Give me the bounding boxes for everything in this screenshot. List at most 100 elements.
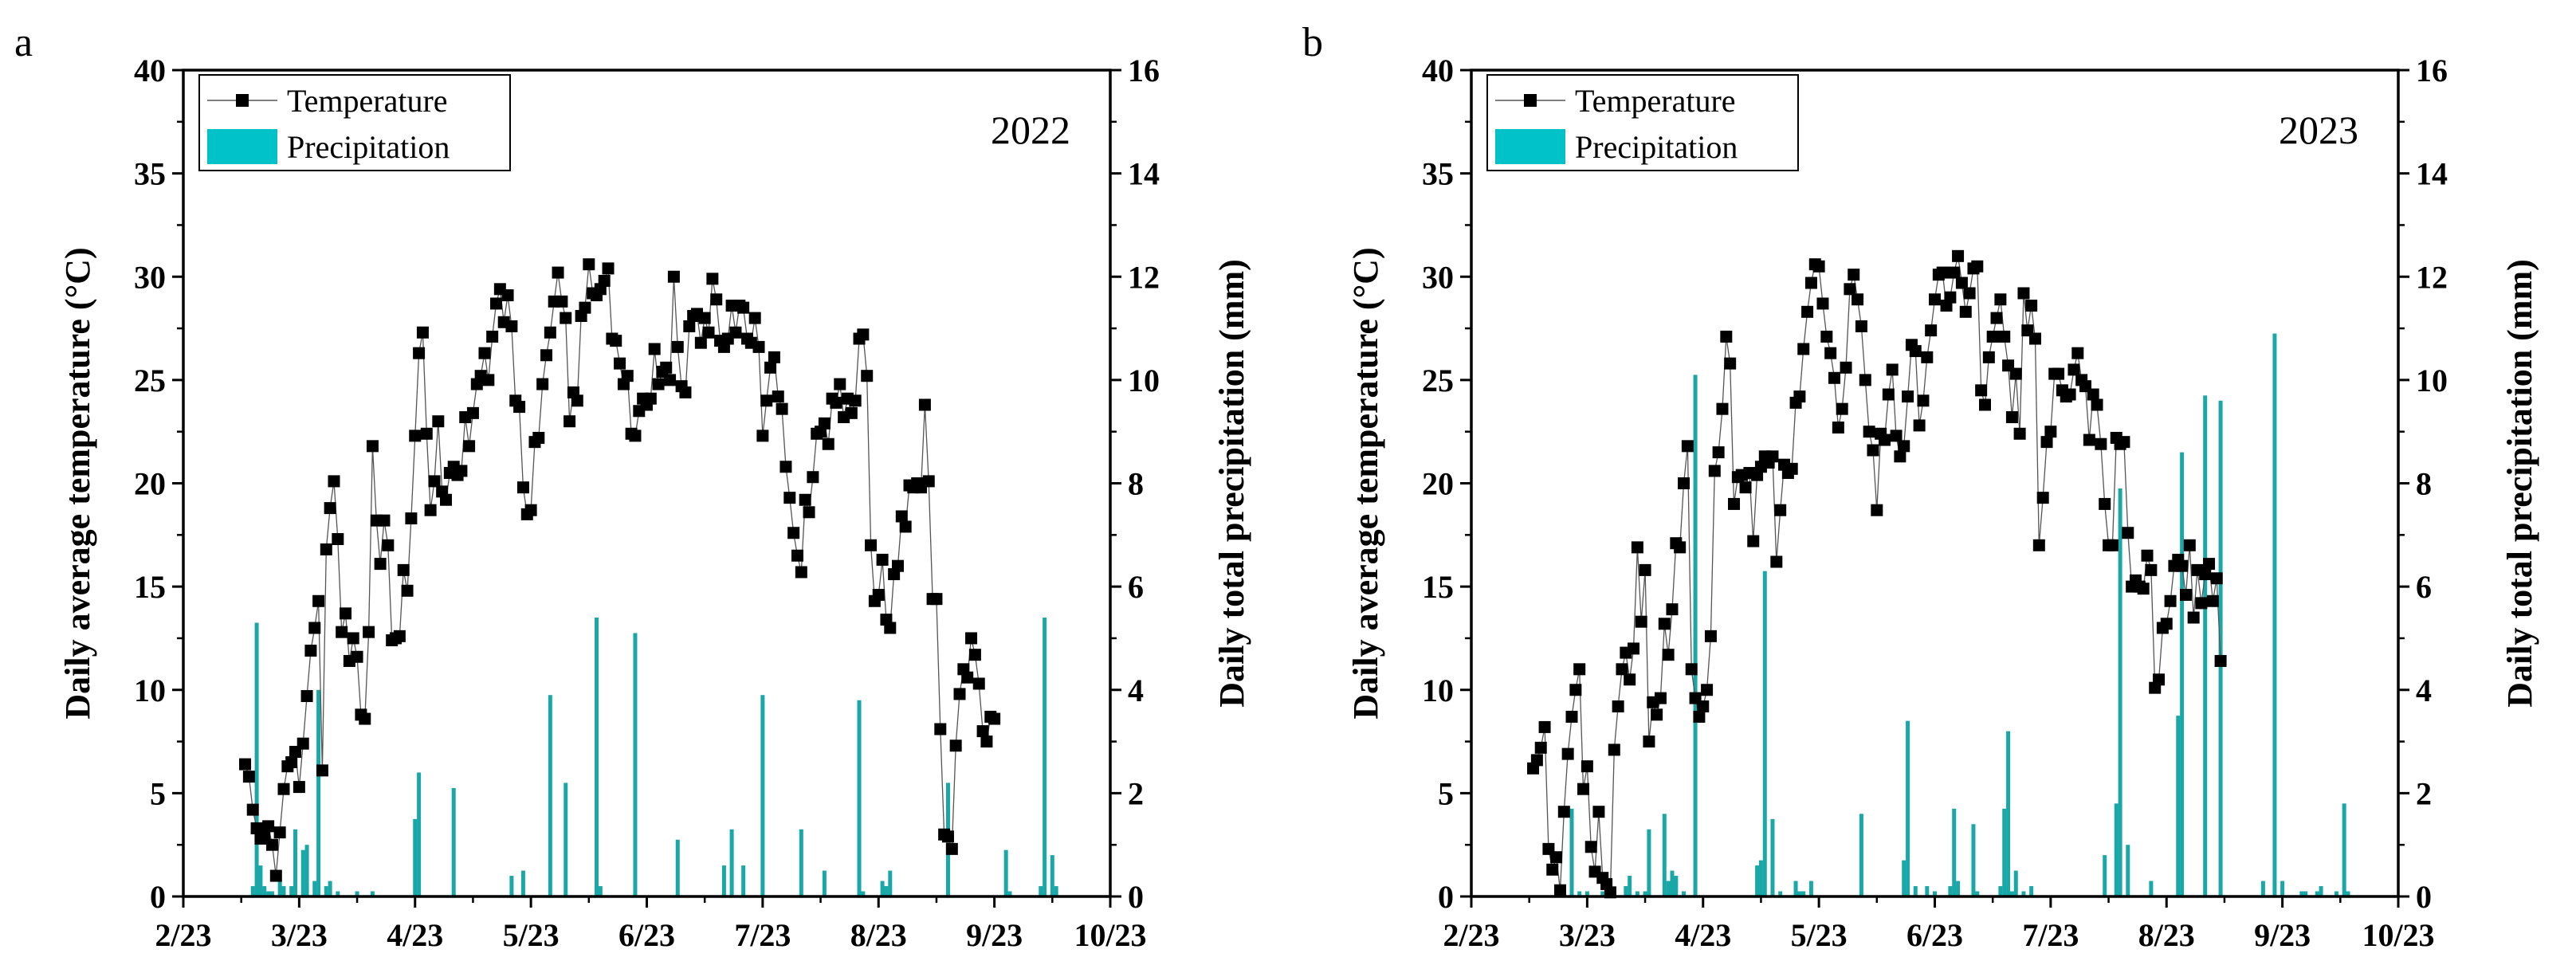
- temperature-point: [849, 394, 862, 407]
- precipitation-bar: [2342, 803, 2346, 896]
- precipitation-bar: [2006, 731, 2011, 896]
- precipitation-bar: [355, 891, 359, 896]
- temperature-point: [316, 764, 328, 777]
- temperature-point: [610, 335, 622, 347]
- temperature-point: [694, 336, 707, 349]
- temperature-point: [918, 398, 931, 411]
- temperature-point: [710, 293, 723, 306]
- precipitation-bar: [1647, 829, 1651, 896]
- temperature-point: [614, 357, 626, 370]
- temperature-point: [2052, 367, 2065, 380]
- temperature-point: [621, 370, 634, 382]
- temperature-point: [660, 361, 673, 374]
- legend-precipitation-swatch: [1495, 129, 1565, 164]
- temperature-point: [1550, 851, 1563, 864]
- temperature-point: [1824, 347, 1837, 359]
- temperature-point: [702, 326, 715, 339]
- y-right-axis-title: Daily total precipitation (mm): [1212, 259, 1251, 708]
- temperature-point: [552, 266, 564, 279]
- precipitation-bar: [2009, 891, 2014, 896]
- precipitation-bar: [2002, 808, 2007, 896]
- precipitation-bar: [1569, 808, 1574, 896]
- temperature-point: [1546, 863, 1559, 876]
- precipitation-bar: [1948, 886, 1953, 896]
- temperature-point: [463, 440, 476, 453]
- temperature-point: [1720, 330, 1733, 343]
- temperature-point: [799, 493, 811, 506]
- temperature-point: [2091, 398, 2103, 411]
- temperature-point: [865, 539, 878, 551]
- temperature-point: [679, 386, 692, 398]
- precipitation-bar: [1584, 891, 1589, 896]
- temperature-point: [304, 644, 317, 657]
- temperature-point: [1770, 555, 1783, 568]
- temperature-point: [2013, 427, 2026, 440]
- temperature-point: [683, 320, 696, 332]
- precipitation-bar: [336, 891, 340, 896]
- year-label: 2023: [2279, 108, 2358, 152]
- temperature-point: [1724, 357, 1737, 370]
- temperature-point: [516, 481, 529, 494]
- temperature-point: [857, 328, 870, 341]
- temperature-point: [397, 563, 410, 576]
- temperature-point: [1530, 754, 1543, 767]
- temperature-point: [556, 295, 568, 308]
- temperature-point: [1577, 783, 1590, 795]
- temperature-point: [1909, 345, 1922, 358]
- temperature-point: [320, 543, 332, 555]
- temperature-point: [1569, 684, 1582, 696]
- temperature-point: [1971, 260, 1984, 273]
- temperature-point: [1955, 277, 1968, 289]
- temperature-point: [1766, 450, 1779, 463]
- y-left-tick-label: 35: [134, 156, 166, 192]
- precipitation-bar: [2280, 881, 2285, 896]
- temperature-point: [1631, 541, 1643, 554]
- temperature-point: [1894, 450, 1906, 463]
- y-left-tick-label: 25: [134, 363, 166, 398]
- precipitation-bar: [2126, 845, 2130, 896]
- precipitation-bar: [721, 865, 726, 896]
- temperature-point: [2160, 618, 2173, 630]
- temperature-point: [1917, 394, 1930, 407]
- temperature-point: [822, 437, 834, 450]
- temperature-line: [1532, 256, 2221, 893]
- temperature-point: [1708, 465, 1721, 477]
- temperature-point: [671, 340, 684, 353]
- temperature-point: [359, 712, 371, 725]
- temperature-point: [239, 758, 252, 771]
- temperature-point: [1978, 398, 1991, 411]
- temperature-point: [1728, 497, 1741, 510]
- temperature-point: [455, 465, 468, 477]
- temperature-point: [1840, 361, 1852, 374]
- temperature-point: [424, 504, 437, 516]
- x-tick-label: 4/23: [387, 917, 443, 953]
- temperature-point: [536, 378, 549, 390]
- temperature-point: [513, 401, 526, 414]
- precipitation-bar: [2299, 891, 2304, 896]
- precipitation-bar: [417, 772, 422, 896]
- temperature-point: [1863, 426, 1875, 438]
- temperature-point: [1681, 440, 1694, 453]
- y-left-axis-title: Daily average temperature (°C): [58, 247, 97, 719]
- temperature-point: [328, 475, 340, 488]
- temperature-point: [1616, 663, 1628, 676]
- precipitation-bar: [1043, 618, 1047, 896]
- temperature-point: [478, 347, 491, 359]
- temperature-point: [1628, 642, 1640, 655]
- temperature-point: [1986, 330, 1999, 343]
- temperature-point: [540, 349, 553, 362]
- x-tick-label: 2/23: [155, 917, 211, 953]
- temperature-point: [861, 370, 874, 382]
- temperature-point: [1852, 293, 1864, 306]
- y-right-tick-label: 8: [1128, 466, 1144, 502]
- temperature-point: [760, 394, 773, 407]
- precipitation-bar: [262, 886, 267, 896]
- temperature-point: [2095, 437, 2107, 450]
- precipitation-bar: [564, 783, 568, 896]
- precipitation-bar: [1039, 886, 1043, 896]
- precipitation-bar: [1693, 375, 1698, 896]
- temperature-point: [1828, 371, 1841, 384]
- temperature-point: [2005, 411, 2018, 424]
- precipitation-bar: [1971, 824, 1976, 896]
- temperature-point: [1584, 841, 1597, 853]
